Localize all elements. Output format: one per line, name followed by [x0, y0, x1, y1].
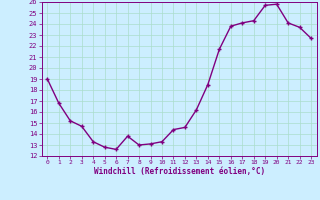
X-axis label: Windchill (Refroidissement éolien,°C): Windchill (Refroidissement éolien,°C) [94, 167, 265, 176]
